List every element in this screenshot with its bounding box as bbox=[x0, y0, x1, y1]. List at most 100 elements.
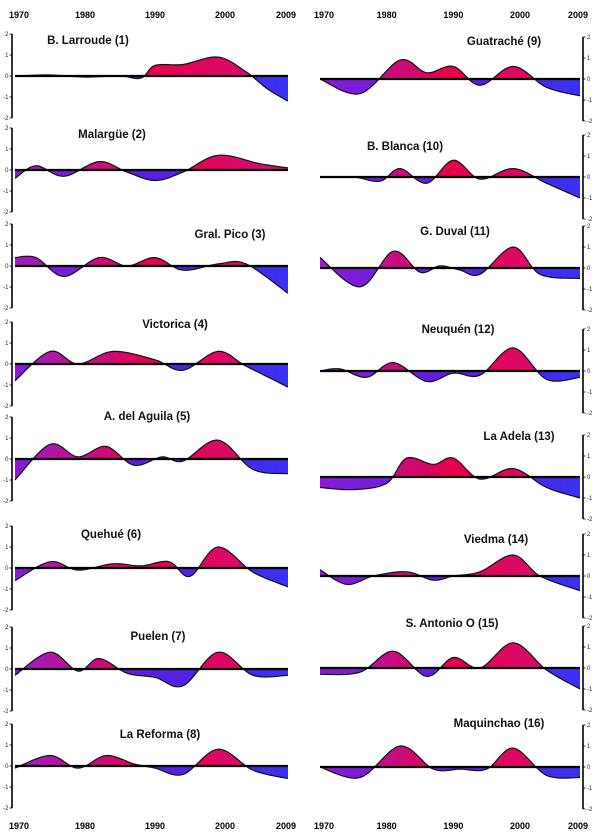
top-year-label-left: 2000 bbox=[215, 10, 235, 20]
y-tick-label: 2 bbox=[5, 222, 9, 228]
series-line bbox=[14, 255, 289, 294]
y-tick-label: -1 bbox=[3, 285, 9, 291]
station-panel: 2 1 0 -1 -2 Neuquén (12) bbox=[319, 324, 593, 417]
negative-anomaly-area bbox=[15, 459, 288, 480]
negative-anomaly-area bbox=[15, 669, 288, 687]
positive-anomaly-area bbox=[15, 440, 288, 459]
positive-anomaly-area bbox=[320, 247, 580, 268]
top-year-label-left: 1980 bbox=[75, 10, 95, 20]
y-tick-label: 0 bbox=[587, 266, 591, 272]
station-title: Victorica (4) bbox=[142, 319, 208, 331]
y-tick-label: -1 bbox=[3, 688, 9, 694]
series-line bbox=[14, 651, 289, 688]
positive-anomaly-area bbox=[320, 642, 580, 668]
station-panel: 2 1 0 -1 -2 B. Blanca (10) bbox=[320, 133, 593, 223]
positive-anomaly-area bbox=[15, 155, 288, 170]
station-panel: 2 1 0 -1 -2 B. Larroude (1) bbox=[3, 32, 289, 122]
bottom-year-label-right: 2000 bbox=[510, 821, 530, 831]
station-panel: 2 1 0 -1 -2 Gral. Pico (3) bbox=[3, 222, 289, 312]
series-line bbox=[320, 642, 581, 690]
y-tick-label: 1 bbox=[5, 341, 9, 347]
series-line bbox=[14, 56, 289, 102]
y-tick-label: 1 bbox=[5, 243, 9, 249]
positive-anomaly-area bbox=[15, 547, 288, 568]
series-line bbox=[14, 154, 289, 182]
y-tick-label: 0 bbox=[587, 475, 591, 481]
station-title: A. del Aguila (5) bbox=[104, 411, 191, 423]
y-tick-label: 0 bbox=[5, 362, 9, 368]
station-panel: 2 1 0 -1 -2 La Reforma (8) bbox=[3, 722, 289, 812]
y-tick-label: 1 bbox=[5, 646, 9, 652]
y-tick-label: 0 bbox=[5, 168, 9, 174]
y-tick-label: 1 bbox=[587, 56, 591, 62]
y-tick-label: 2 bbox=[5, 625, 9, 631]
y-tick-label: -2 bbox=[3, 116, 9, 122]
y-tick-label: -1 bbox=[587, 687, 593, 693]
top-year-label-left: 1990 bbox=[145, 10, 165, 20]
y-tick-label: 0 bbox=[587, 369, 591, 375]
positive-anomaly-area bbox=[15, 256, 288, 266]
y-tick-label: 0 bbox=[5, 74, 9, 80]
top-year-label-right: 1980 bbox=[377, 10, 397, 20]
y-tick-label: -1 bbox=[587, 98, 593, 104]
station-title: Guatraché (9) bbox=[467, 36, 541, 48]
positive-anomaly-area bbox=[15, 351, 288, 364]
y-tick-label: 2 bbox=[587, 327, 591, 333]
station-panel: 2 1 0 -1 -2 Puelen (7) bbox=[3, 625, 289, 715]
y-tick-label: 0 bbox=[5, 566, 9, 572]
negative-anomaly-area bbox=[15, 266, 288, 294]
positive-anomaly-area bbox=[320, 555, 580, 576]
y-tick-label: 2 bbox=[587, 624, 591, 630]
y-tick-label: 1 bbox=[587, 553, 591, 559]
bottom-year-label-right: 1990 bbox=[443, 821, 463, 831]
y-tick-label: 1 bbox=[587, 245, 591, 251]
series-line bbox=[14, 439, 289, 481]
bottom-year-label-left: 1990 bbox=[145, 821, 165, 831]
station-title: Malargüe (2) bbox=[78, 129, 146, 141]
y-tick-label: -1 bbox=[587, 786, 593, 792]
station-title: Maquinchao (16) bbox=[454, 718, 545, 730]
y-tick-label: -2 bbox=[587, 411, 593, 417]
y-tick-label: 0 bbox=[587, 175, 591, 181]
y-tick-label: 0 bbox=[5, 264, 9, 270]
y-tick-label: 2 bbox=[587, 35, 591, 41]
positive-anomaly-area bbox=[320, 347, 580, 371]
bottom-year-label-left: 2009 bbox=[276, 821, 296, 831]
y-tick-label: -2 bbox=[587, 517, 593, 523]
y-tick-label: -2 bbox=[587, 308, 593, 314]
bottom-year-label-right: 2009 bbox=[568, 821, 588, 831]
station-title: La Adela (13) bbox=[483, 431, 554, 443]
y-tick-label: -2 bbox=[3, 499, 9, 505]
y-tick-label: 0 bbox=[5, 667, 9, 673]
station-panel: 2 1 0 -1 -2 A. del Aguila (5) bbox=[3, 411, 289, 505]
y-tick-label: 0 bbox=[5, 764, 9, 770]
y-tick-label: -1 bbox=[3, 587, 9, 593]
y-tick-label: -1 bbox=[587, 390, 593, 396]
negative-anomaly-area bbox=[320, 767, 580, 779]
negative-anomaly-area bbox=[320, 79, 580, 96]
station-title: Neuquén (12) bbox=[422, 324, 495, 336]
station-panel: 2 1 0 -1 -2 S. Antonio O (15) bbox=[320, 618, 593, 714]
y-tick-label: 2 bbox=[5, 722, 9, 728]
y-tick-label: 2 bbox=[587, 224, 591, 230]
bottom-year-label-left: 2000 bbox=[215, 821, 235, 831]
station-title: B. Blanca (10) bbox=[367, 141, 443, 153]
y-tick-label: -1 bbox=[587, 196, 593, 202]
positive-anomaly-area bbox=[320, 59, 580, 79]
y-tick-label: 1 bbox=[5, 436, 9, 442]
y-tick-label: 1 bbox=[5, 743, 9, 749]
y-tick-label: 1 bbox=[5, 545, 9, 551]
station-title: Gral. Pico (3) bbox=[195, 229, 266, 241]
y-tick-label: -2 bbox=[587, 119, 593, 125]
positive-anomaly-area bbox=[320, 746, 580, 767]
negative-anomaly-area bbox=[15, 568, 288, 587]
y-tick-label: 0 bbox=[587, 765, 591, 771]
y-tick-label: 2 bbox=[5, 32, 9, 38]
negative-anomaly-area bbox=[320, 177, 580, 198]
station-title: G. Duval (11) bbox=[420, 226, 490, 238]
y-tick-label: -2 bbox=[587, 616, 593, 622]
y-tick-label: -2 bbox=[587, 217, 593, 223]
negative-anomaly-area bbox=[15, 76, 288, 102]
y-tick-label: 2 bbox=[587, 723, 591, 729]
top-year-label-right: 1970 bbox=[314, 10, 334, 20]
